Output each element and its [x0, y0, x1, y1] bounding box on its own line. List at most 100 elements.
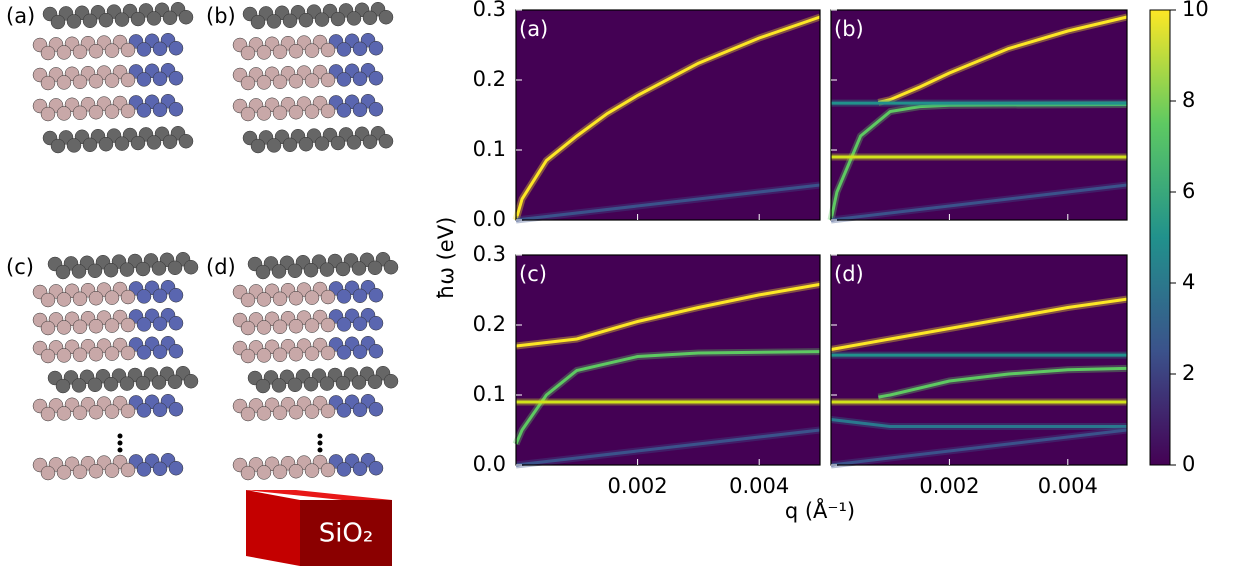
atom	[368, 287, 384, 303]
structure-illustrations: (a) (b) (c) (d)	[6, 1, 399, 481]
atom	[304, 290, 320, 305]
atom	[352, 344, 368, 360]
atom	[119, 376, 135, 391]
atom	[304, 346, 320, 361]
dispersion-branch	[514, 15, 821, 221]
atom	[320, 42, 336, 58]
y-tick-label: 0.1	[473, 137, 506, 161]
atom	[336, 72, 352, 87]
atom	[240, 465, 256, 481]
atom	[320, 317, 336, 333]
atom	[50, 138, 66, 154]
atom	[336, 462, 352, 477]
atom	[40, 45, 56, 61]
atom	[368, 70, 384, 86]
atom	[104, 73, 120, 88]
atom	[152, 41, 168, 57]
atom	[272, 319, 288, 335]
atom	[304, 73, 320, 88]
atom	[368, 101, 384, 117]
atom	[56, 406, 72, 421]
x-tick-label: 0.002	[919, 474, 979, 498]
atom	[368, 343, 384, 359]
atom	[88, 318, 104, 334]
atom	[320, 345, 336, 361]
dispersion-branch	[515, 428, 821, 467]
atom	[362, 10, 378, 26]
atom	[120, 317, 136, 333]
dispersion-branch	[830, 428, 1128, 467]
atom	[56, 75, 72, 90]
atom	[314, 12, 330, 27]
atom	[319, 376, 335, 391]
atom	[152, 461, 168, 477]
atom	[72, 74, 88, 90]
atom	[136, 42, 152, 57]
atom	[88, 404, 104, 420]
ellipsis-dot	[117, 433, 123, 439]
atom	[352, 402, 368, 418]
panel-label: (d)	[834, 262, 864, 286]
atom	[266, 14, 282, 29]
atom	[114, 12, 130, 27]
ellipsis-dot	[317, 447, 323, 453]
ellipsis-dot	[117, 440, 123, 446]
atom	[320, 103, 336, 119]
atom	[351, 375, 367, 390]
atom	[152, 402, 168, 418]
atom	[272, 44, 288, 60]
atom	[168, 315, 184, 331]
atom	[56, 106, 72, 121]
atom	[314, 136, 330, 151]
panel-frame	[515, 9, 821, 221]
atom	[168, 40, 184, 56]
atom	[104, 43, 120, 58]
atom	[104, 463, 120, 478]
atom	[288, 290, 304, 306]
atom	[87, 377, 103, 393]
atom	[120, 462, 136, 478]
atom	[352, 71, 368, 87]
atom	[72, 347, 88, 363]
heatmap-background	[516, 10, 820, 220]
substrate-box: SiO₂	[246, 490, 392, 566]
atom	[88, 73, 104, 89]
atom	[72, 105, 88, 121]
colorbar-tick-label: 2	[1182, 361, 1195, 385]
atom	[130, 135, 146, 151]
dispersion-branch	[878, 15, 1128, 104]
atom	[119, 262, 135, 277]
atom	[56, 320, 72, 335]
atom	[288, 318, 304, 334]
structure-label: (a)	[6, 4, 35, 28]
atom	[40, 406, 56, 422]
atom	[282, 137, 298, 153]
atom	[352, 316, 368, 332]
atom	[351, 261, 367, 276]
atom	[256, 45, 272, 60]
dispersion-branch	[515, 183, 821, 222]
atom	[120, 72, 136, 88]
atom	[71, 378, 87, 393]
atom	[266, 138, 282, 153]
atom	[288, 346, 304, 362]
colorbar	[1149, 9, 1171, 466]
atom	[56, 465, 72, 480]
atom	[287, 377, 303, 393]
atom	[335, 261, 351, 277]
atom	[40, 465, 56, 481]
structure-label: (d)	[206, 255, 236, 279]
dispersion-branch	[830, 183, 1128, 222]
atom	[120, 345, 136, 361]
atom	[167, 260, 183, 276]
atom	[178, 133, 194, 149]
atom	[240, 406, 256, 422]
atom	[330, 135, 346, 151]
y-tick-label: 0.2	[473, 67, 506, 91]
atom	[66, 14, 82, 29]
atom	[383, 373, 399, 389]
atom	[152, 316, 168, 332]
atom	[72, 291, 88, 307]
atom	[250, 138, 266, 154]
atom	[256, 320, 272, 335]
